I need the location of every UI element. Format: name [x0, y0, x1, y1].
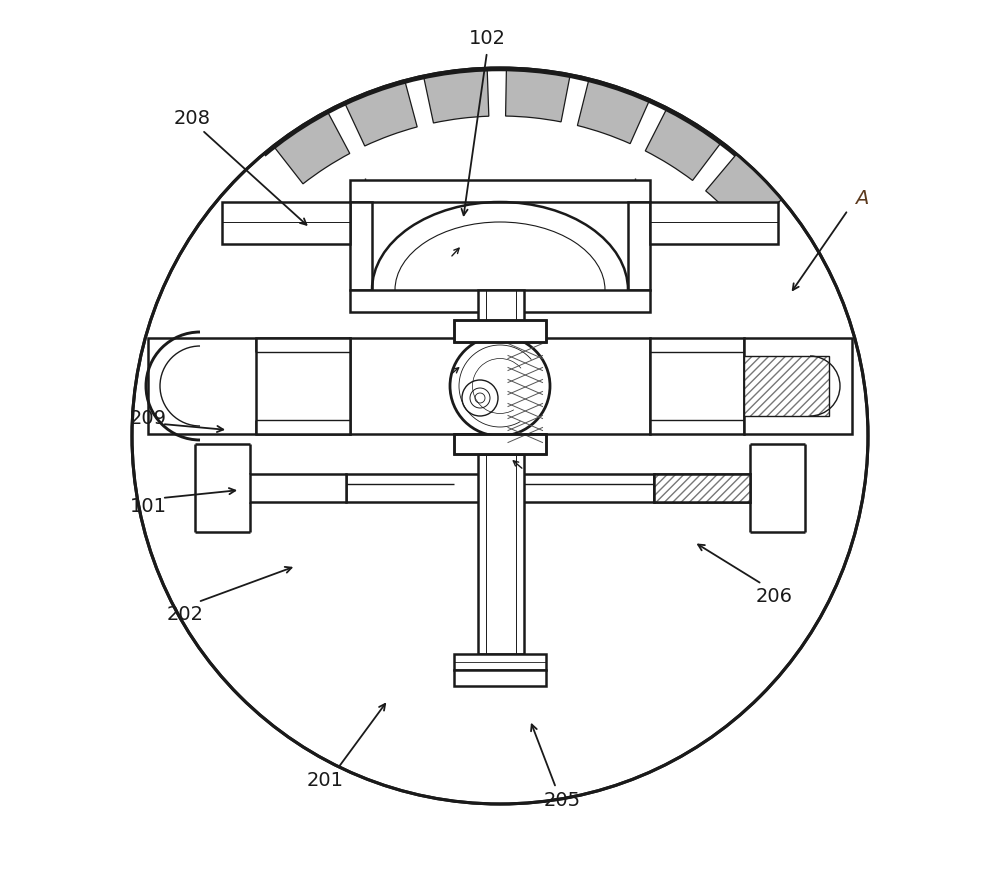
Bar	[454, 434, 546, 454]
Bar	[350, 290, 650, 312]
Bar	[454, 320, 546, 342]
Bar	[346, 474, 654, 502]
Bar	[744, 356, 829, 416]
Bar	[256, 338, 350, 434]
Bar	[454, 670, 546, 686]
Text: 101: 101	[130, 497, 166, 515]
Bar	[478, 454, 524, 654]
Bar	[454, 654, 546, 670]
Wedge shape	[344, 80, 417, 146]
Text: 208: 208	[174, 108, 210, 127]
Text: 202: 202	[166, 604, 204, 623]
Bar	[250, 474, 346, 502]
Wedge shape	[577, 79, 650, 144]
Bar	[628, 202, 650, 290]
Bar	[350, 180, 650, 202]
Bar	[454, 434, 546, 454]
Bar	[454, 320, 546, 342]
Bar	[744, 356, 829, 416]
Bar	[350, 338, 650, 434]
Bar	[222, 202, 350, 244]
Bar	[454, 434, 546, 454]
Text: 201: 201	[306, 771, 344, 789]
Bar	[654, 474, 750, 502]
Wedge shape	[273, 111, 350, 184]
Text: 209: 209	[130, 409, 166, 428]
Wedge shape	[506, 68, 570, 122]
Text: 102: 102	[468, 29, 506, 47]
Bar	[478, 290, 524, 338]
Circle shape	[132, 68, 868, 804]
Bar	[744, 338, 852, 434]
Wedge shape	[500, 357, 545, 425]
Text: A: A	[855, 189, 869, 208]
Wedge shape	[645, 108, 721, 181]
Bar	[148, 338, 350, 434]
Bar	[654, 474, 750, 502]
Wedge shape	[423, 68, 489, 123]
Bar	[650, 202, 778, 244]
Bar	[654, 474, 750, 502]
Circle shape	[450, 336, 550, 436]
Text: 206: 206	[756, 587, 792, 606]
Bar	[650, 338, 744, 434]
Text: 205: 205	[543, 790, 581, 809]
Wedge shape	[706, 155, 782, 230]
Bar	[454, 320, 546, 342]
Bar	[350, 202, 372, 290]
